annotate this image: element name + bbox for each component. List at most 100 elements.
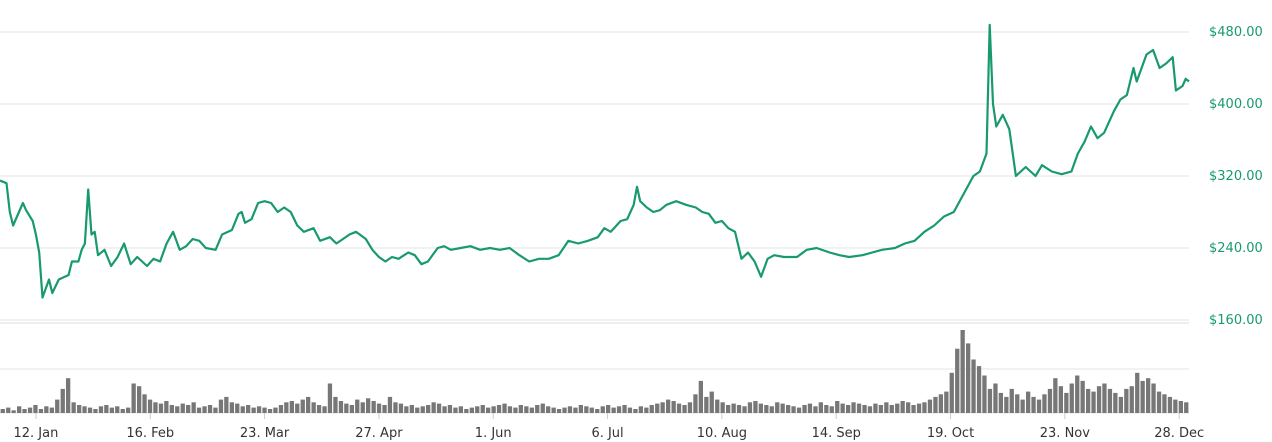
volume-bar [66, 378, 71, 413]
y-tick-label: $480.00 [1209, 25, 1263, 40]
y-tick-label: $160.00 [1209, 313, 1263, 328]
volume-bar [175, 406, 180, 413]
volume-bar [338, 401, 344, 413]
volume-bar [966, 343, 971, 413]
volume-bar [976, 366, 982, 413]
volume-bar [895, 403, 900, 413]
volume-bar [256, 406, 262, 413]
volume-bar [235, 403, 240, 413]
volume-bar [1107, 388, 1113, 413]
volume-bar [142, 394, 147, 413]
volume-bar [366, 398, 371, 413]
x-tick-label: 19. Oct [927, 426, 974, 441]
volume-bar [496, 405, 502, 413]
volume-bar [742, 406, 747, 413]
volume-bar [502, 403, 507, 413]
volume-bar [1042, 394, 1047, 413]
volume-bar [758, 403, 763, 413]
volume-bar [840, 403, 845, 413]
volume-bar [289, 401, 294, 413]
volume-bar [229, 402, 234, 413]
volume-bar [126, 407, 131, 413]
volume-bar [1004, 396, 1009, 413]
x-tick-label: 12. Jan [14, 426, 59, 441]
volume-bar [115, 406, 120, 413]
volume-bar [878, 405, 883, 413]
volume-bar [1086, 388, 1091, 413]
volume-bar [1129, 386, 1134, 413]
volume-bar [1102, 383, 1107, 413]
volume-bar [453, 407, 458, 413]
volume-bar [606, 405, 611, 413]
volume-bar [802, 405, 807, 413]
volume-bar [191, 402, 196, 413]
volume-bar [273, 407, 278, 413]
volume-bar [846, 405, 851, 413]
price-line-layer [0, 23, 1190, 299]
volume-bar [649, 405, 654, 413]
volume-bar [922, 402, 927, 413]
volume-bar [104, 405, 109, 413]
volume-bar [22, 409, 27, 413]
volume-bar [682, 405, 687, 413]
volume-bar [884, 402, 889, 413]
volume-bar [916, 403, 922, 413]
volume-bar [1146, 378, 1151, 413]
volume-bar [835, 401, 840, 413]
volume-bar [949, 372, 954, 413]
y-tick-label: $320.00 [1209, 169, 1263, 184]
volume-bar [382, 405, 387, 413]
volume-bar [71, 402, 76, 413]
volume-bar [240, 406, 245, 413]
volume-bar [284, 402, 289, 413]
volume-bar [616, 406, 622, 413]
volume-bar [807, 403, 813, 413]
volume-bar [300, 399, 305, 413]
volume-bar [824, 405, 829, 413]
x-tick-label: 28. Dec [1154, 426, 1204, 441]
volume-bar [1047, 388, 1053, 413]
volume-bar [1162, 394, 1167, 413]
volume-bar [1036, 399, 1042, 413]
volume-bar [137, 386, 142, 413]
volume-bar [1184, 402, 1189, 413]
volume-bar [622, 405, 627, 413]
volume-bar [360, 402, 365, 413]
volume-bar [196, 407, 202, 413]
x-tick-label: 14. Sep [812, 426, 861, 441]
x-axis-tick-labels: 12. Jan 16. Feb 23. Mar 27. Apr 1. Jun 6. Jul… [14, 413, 1204, 441]
volume-bar [1031, 396, 1036, 413]
volume-bar [911, 405, 916, 413]
volume-bar [1118, 396, 1123, 413]
volume-bar [246, 405, 251, 413]
y-tick-label: $400.00 [1209, 97, 1263, 112]
volume-bar [491, 406, 496, 413]
volume-bar [775, 402, 780, 413]
volume-bar [49, 407, 54, 413]
volume-bar [567, 406, 573, 413]
volume-bar [769, 406, 774, 413]
volume-bar [736, 405, 742, 413]
x-tick-label: 23. Mar [240, 426, 290, 441]
volume-bar [573, 407, 578, 413]
volume-bar [295, 403, 300, 413]
volume-bar [6, 407, 11, 413]
volume-bar [1020, 399, 1025, 413]
volume-bar [960, 330, 965, 413]
volume-bar [704, 396, 709, 413]
volume-bar [715, 399, 720, 413]
volume-bars [0, 330, 1189, 413]
volume-bar [180, 403, 185, 413]
x-tick-label: 10. Aug [697, 426, 747, 441]
volume-bar [186, 405, 191, 413]
volume-bar [1135, 372, 1140, 413]
volume-bar [404, 406, 409, 413]
volume-bar [687, 402, 693, 413]
volume-bar [333, 396, 338, 413]
volume-bar [791, 406, 796, 413]
volume-bar [987, 388, 993, 413]
volume-bar [529, 407, 534, 413]
volume-bar [1069, 383, 1074, 413]
volume-bar [595, 409, 600, 413]
